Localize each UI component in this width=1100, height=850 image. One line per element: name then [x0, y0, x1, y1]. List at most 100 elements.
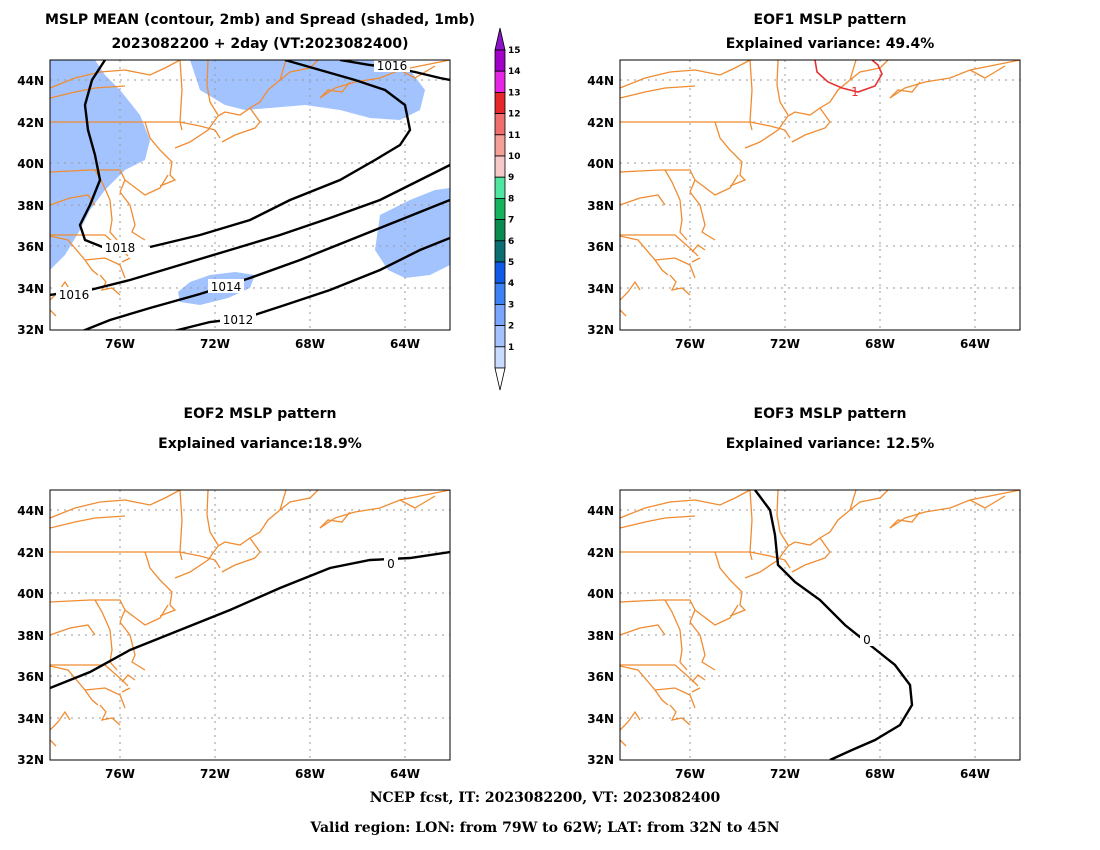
- contour-label: 1016: [59, 288, 90, 302]
- colorbar-label: 14: [508, 67, 521, 77]
- panel3-title: EOF2 MSLP pattern: [184, 406, 337, 422]
- svg-text:76W: 76W: [675, 337, 705, 351]
- svg-text:36N: 36N: [587, 240, 614, 254]
- colorbar-swatch: [494, 176, 506, 199]
- lon-tick-labels: 76W 72W 68W 64W: [105, 767, 420, 781]
- colorbar-label: 10: [508, 152, 521, 162]
- svg-text:36N: 36N: [17, 240, 44, 254]
- colorbar-swatch: [494, 113, 506, 136]
- svg-text:32N: 32N: [17, 323, 44, 337]
- svg-text:32N: 32N: [587, 323, 614, 337]
- colorbar-swatch: [494, 134, 506, 157]
- svg-text:42N: 42N: [17, 116, 44, 130]
- svg-text:32N: 32N: [587, 753, 614, 767]
- contour-label: 1016: [377, 59, 408, 73]
- colorbar-label: 12: [508, 110, 521, 120]
- svg-text:42N: 42N: [587, 116, 614, 130]
- eof2-contour: [50, 550, 450, 690]
- svg-text:34N: 34N: [17, 282, 44, 296]
- svg-text:42N: 42N: [587, 546, 614, 560]
- panel2-title: EOF1 MSLP pattern: [754, 12, 907, 28]
- panel4-title: EOF3 MSLP pattern: [754, 406, 907, 422]
- colorbar-label: 8: [508, 194, 514, 204]
- panel-eof3: EOF3 MSLP pattern Explained variance: 12…: [587, 406, 1021, 781]
- svg-text:40N: 40N: [587, 157, 614, 171]
- svg-text:36N: 36N: [17, 670, 44, 684]
- colorbar-label: 15: [508, 46, 521, 56]
- svg-text:72W: 72W: [200, 767, 230, 781]
- svg-text:64W: 64W: [390, 337, 420, 351]
- svg-text:34N: 34N: [587, 712, 614, 726]
- colorbar-swatch: [494, 197, 506, 220]
- svg-text:34N: 34N: [587, 282, 614, 296]
- svg-text:44N: 44N: [587, 504, 614, 518]
- svg-text:64W: 64W: [960, 337, 990, 351]
- svg-text:68W: 68W: [865, 337, 895, 351]
- colorbar-swatch: [494, 325, 506, 348]
- svg-text:68W: 68W: [865, 767, 895, 781]
- panel1-title: MSLP MEAN (contour, 2mb) and Spread (sha…: [45, 12, 475, 28]
- colorbar-label: 4: [508, 279, 514, 289]
- colorbar-label: 5: [508, 258, 514, 268]
- colorbar-label: 3: [508, 300, 514, 310]
- lat-tick-labels: 32N 34N 36N 38N 40N 42N 44N: [17, 74, 44, 337]
- svg-text:72W: 72W: [770, 767, 800, 781]
- colorbar-swatch: [494, 92, 506, 115]
- colorbar-label: 2: [508, 322, 514, 332]
- lon-tick-labels: 76W 72W 68W 64W: [675, 337, 990, 351]
- colorbar-bottom-arrow: [494, 367, 506, 391]
- svg-text:38N: 38N: [17, 629, 44, 643]
- panel-eof1: EOF1 MSLP pattern Explained variance: 49…: [587, 12, 1021, 351]
- panel-mslp-mean: MSLP MEAN (contour, 2mb) and Spread (sha…: [17, 12, 475, 351]
- svg-text:40N: 40N: [17, 587, 44, 601]
- colorbar-label: 13: [508, 88, 521, 98]
- colorbar-label: 1: [508, 343, 514, 353]
- lat-tick-labels: 32N 34N 36N 38N 40N 42N 44N: [17, 504, 44, 767]
- colorbar-top-arrow: [494, 27, 506, 51]
- panel1-subtitle: 2023082200 + 2day (VT:2023082400): [111, 36, 408, 52]
- svg-text:38N: 38N: [587, 629, 614, 643]
- svg-text:38N: 38N: [17, 199, 44, 213]
- colorbar-swatch: [494, 155, 506, 178]
- svg-text:72W: 72W: [200, 337, 230, 351]
- svg-text:76W: 76W: [105, 337, 135, 351]
- colorbar-label: 9: [508, 173, 514, 183]
- colorbar-swatch: [494, 282, 506, 305]
- svg-text:32N: 32N: [17, 753, 44, 767]
- lon-tick-labels: 76W 72W 68W 64W: [105, 337, 420, 351]
- contour-label: 1: [851, 85, 859, 99]
- mean-contour-labels: 1016 1018 1016 1014 1012: [56, 58, 410, 327]
- svg-text:64W: 64W: [390, 767, 420, 781]
- svg-text:34N: 34N: [17, 712, 44, 726]
- colorbar-swatch: [494, 346, 506, 369]
- colorbar-label: 11: [508, 131, 521, 141]
- contour-label: 1014: [211, 280, 242, 294]
- svg-text:68W: 68W: [295, 767, 325, 781]
- lon-tick-labels: 76W 72W 68W 64W: [675, 767, 990, 781]
- svg-text:42N: 42N: [17, 546, 44, 560]
- colorbar-label: 6: [508, 237, 514, 247]
- colorbar-swatch: [494, 49, 506, 72]
- colorbar-swatch: [494, 303, 506, 326]
- svg-text:72W: 72W: [770, 337, 800, 351]
- panel2-subtitle: Explained variance: 49.4%: [726, 36, 935, 52]
- eof1-contour: [814, 60, 883, 93]
- panel3-subtitle: Explained variance:18.9%: [158, 436, 362, 452]
- svg-text:64W: 64W: [960, 767, 990, 781]
- footer-line-2: Valid region: LON: from 79W to 62W; LAT:…: [309, 820, 779, 836]
- colorbar-swatch: [494, 240, 506, 263]
- eof3-contour: [754, 490, 914, 760]
- contour-label: 1018: [105, 241, 136, 255]
- svg-text:76W: 76W: [675, 767, 705, 781]
- svg-text:76W: 76W: [105, 767, 135, 781]
- svg-text:40N: 40N: [17, 157, 44, 171]
- svg-text:40N: 40N: [587, 587, 614, 601]
- svg-text:38N: 38N: [587, 199, 614, 213]
- svg-text:68W: 68W: [295, 337, 325, 351]
- svg-text:44N: 44N: [17, 74, 44, 88]
- footer-line-1: NCEP fcst, IT: 2023082200, VT: 202308240…: [370, 790, 721, 806]
- spread-shading: [50, 60, 450, 305]
- svg-text:36N: 36N: [587, 670, 614, 684]
- colorbar-swatch: [494, 219, 506, 242]
